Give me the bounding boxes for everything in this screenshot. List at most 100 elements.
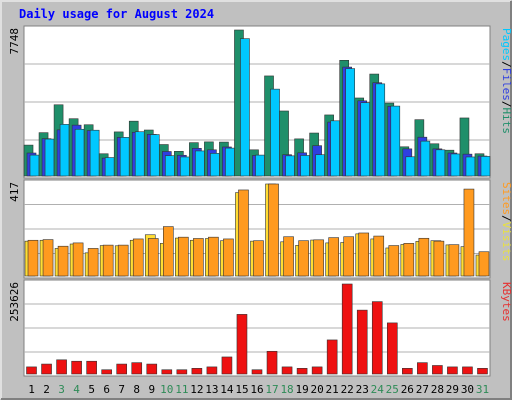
day-label-16: 16: [250, 383, 263, 396]
bar-kbytes-day-29: [447, 366, 458, 375]
panel-bottom: 253626 KBytes: [8, 279, 512, 377]
bar-pages-day-13: [210, 153, 220, 177]
bar-kbytes-day-21: [326, 339, 338, 375]
bar-sites-day-9: [147, 238, 159, 277]
bar-pages-day-16: [255, 154, 265, 177]
bar-sites-day-15: [238, 189, 249, 277]
bar-pages-day-26: [405, 156, 416, 177]
bar-sites-day-23: [358, 232, 370, 277]
bar-pages-day-29: [450, 153, 461, 177]
bar-kbytes-day-30: [462, 366, 473, 375]
bar-pages-day-27: [420, 140, 431, 177]
day-label-13: 13: [205, 383, 218, 396]
bar-kbytes-day-19: [296, 368, 308, 375]
day-label-27: 27: [416, 383, 429, 396]
bar-pages-day-31: [480, 156, 491, 177]
bar-sites-day-10: [163, 226, 174, 277]
bar-pages-day-15: [240, 38, 250, 177]
bar-sites-day-14: [223, 238, 234, 277]
bar-kbytes-day-9: [146, 363, 158, 375]
bar-pages-day-2: [44, 138, 55, 177]
day-label-19: 19: [295, 383, 308, 396]
bar-kbytes-day-22: [341, 283, 353, 375]
bar-pages-day-25: [390, 105, 401, 177]
panel-middle-axis-legend: Sites/Visits: [500, 182, 512, 262]
bar-kbytes-day-27: [417, 362, 428, 375]
panel-bottom-max-label: 253626: [8, 282, 21, 322]
bar-kbytes-day-23: [356, 309, 368, 375]
bar-sites-day-27: [418, 237, 430, 277]
bar-kbytes-day-8: [131, 362, 143, 375]
legend-files: Files: [500, 68, 512, 101]
bar-pages-day-28: [435, 149, 446, 177]
day-label-14: 14: [220, 383, 234, 396]
bar-sites-day-26: [403, 243, 415, 277]
bar-kbytes-day-25: [386, 322, 398, 375]
bar-pages-day-6: [104, 157, 115, 177]
day-label-8: 8: [133, 383, 140, 396]
day-label-26: 26: [401, 383, 414, 396]
bar-kbytes-day-3: [56, 359, 67, 375]
bar-kbytes-day-17: [266, 350, 278, 375]
bar-kbytes-day-24: [371, 301, 383, 375]
bar-pages-day-30: [465, 156, 476, 177]
bar-sites-day-13: [208, 236, 219, 277]
bar-sites-day-1: [27, 239, 39, 277]
bar-pages-day-20: [315, 154, 325, 177]
panel-top-axis-legend: Pages/Files/Hits: [500, 28, 512, 134]
bar-pages-day-5: [89, 129, 100, 177]
bar-sites-day-21: [328, 237, 339, 277]
day-label-5: 5: [88, 383, 95, 396]
day-label-2: 2: [43, 383, 50, 396]
panel-middle: 417 Sites/Visits: [8, 179, 512, 279]
bar-kbytes-day-4: [71, 360, 82, 375]
bar-sites-day-12: [193, 238, 204, 277]
bar-pages-day-14: [225, 147, 235, 177]
panel-top: 7748 Pages/Files/Hits: [8, 25, 512, 179]
bar-sites-day-11: [178, 236, 189, 277]
bar-sites-day-20: [313, 239, 324, 277]
bar-pages-day-9: [149, 134, 160, 177]
legend-separator: /: [500, 215, 512, 222]
legend-kbytes: KBytes: [500, 282, 512, 322]
day-label-25: 25: [386, 383, 399, 396]
day-label-10: 10: [160, 383, 173, 396]
day-label-18: 18: [280, 383, 293, 396]
legend-pages: Pages: [500, 28, 512, 61]
bar-sites-day-2: [42, 239, 54, 277]
bar-kbytes-day-14: [221, 356, 233, 375]
bar-kbytes-day-26: [402, 368, 413, 375]
bar-kbytes-day-10: [161, 369, 173, 375]
day-label-24: 24: [371, 383, 385, 396]
bar-pages-day-12: [195, 150, 205, 177]
bar-kbytes-day-15: [236, 314, 248, 375]
bar-sites-day-6: [102, 244, 114, 277]
legend-hits: Hits: [500, 108, 512, 135]
day-label-23: 23: [356, 383, 369, 396]
bar-sites-day-29: [448, 244, 460, 277]
bar-sites-day-5: [87, 248, 99, 277]
bar-kbytes-day-20: [311, 366, 323, 375]
bar-kbytes-day-2: [41, 363, 52, 375]
day-label-31: 31: [476, 383, 489, 396]
day-label-17: 17: [265, 383, 278, 396]
bar-pages-day-19: [300, 155, 310, 177]
bar-sites-day-18: [283, 236, 294, 277]
x-axis-day-labels: 1 2 3 4 5 6 7 8 9 10 11 12 13 14 15 16 17 18 19 20 21 22 23 24 2…: [28, 383, 489, 396]
day-label-6: 6: [103, 383, 110, 396]
day-label-29: 29: [446, 383, 459, 396]
bar-pages-day-7: [119, 137, 130, 177]
day-label-9: 9: [148, 383, 155, 396]
bar-kbytes-day-5: [86, 360, 97, 375]
bar-kbytes-day-28: [432, 365, 443, 375]
day-label-20: 20: [311, 383, 324, 396]
bar-pages-day-11: [180, 156, 190, 177]
bar-sites-day-19: [298, 240, 309, 277]
bar-pages-day-18: [285, 155, 295, 177]
bar-sites-day-31: [478, 251, 490, 277]
